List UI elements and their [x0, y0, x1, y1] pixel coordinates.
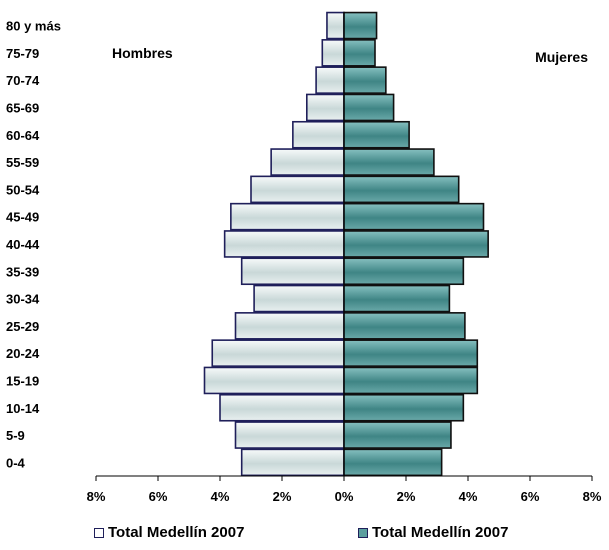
category-label: 10-14 [6, 401, 40, 416]
category-label: 25-29 [6, 319, 39, 334]
population-pyramid-chart: 0-4 5-9 10-14 15-19 20-24 25-29 30-34 35-39 40-4… [6, 11, 602, 504]
bar-right-0-4 [343, 448, 443, 477]
bar-left-0-4 [240, 448, 345, 477]
bar-right-25-29 [343, 312, 466, 340]
bar-right-10-14 [343, 393, 465, 422]
bar-left-45-49 [230, 202, 345, 231]
bar-right-35-39 [343, 257, 465, 286]
bar-left-30-34 [253, 284, 345, 313]
category-label: 15-19 [6, 373, 39, 388]
category-label: 50-54 [6, 182, 40, 197]
category-label: 45-49 [6, 210, 39, 225]
category-label: 75-79 [6, 46, 39, 61]
category-label: 55-59 [6, 155, 39, 170]
side-label-right: Mujeres [535, 49, 588, 65]
category-label: 80 y más [6, 19, 61, 34]
bar-right-55-59 [343, 148, 435, 176]
x-tick-label: 6% [521, 489, 540, 504]
bar-right-30-34 [343, 284, 451, 313]
legend-swatch-left [94, 527, 104, 538]
legend-label-right: Total Medellín 2007 [372, 524, 509, 541]
category-label: 5-9 [6, 428, 25, 443]
bar-left-65-69 [305, 93, 345, 122]
bar-left-40-44 [223, 230, 345, 258]
bar-right-70-74 [343, 66, 387, 94]
category-label: 60-64 [6, 128, 40, 143]
bar-right-50-54 [343, 175, 460, 204]
x-tick-label: 8% [583, 489, 602, 504]
bar-right-15-19 [343, 366, 479, 395]
category-label: 65-69 [6, 100, 39, 115]
category-label: 30-34 [6, 292, 40, 307]
bar-right-20-24 [343, 339, 479, 367]
x-tick-label: 8% [87, 489, 106, 504]
x-tick-label: 2% [397, 489, 416, 504]
bar-right-80-y-más [343, 11, 378, 40]
bar-left-5-9 [234, 421, 345, 449]
x-tick-label: 6% [149, 489, 168, 504]
category-label: 40-44 [6, 237, 40, 252]
bar-left-10-14 [219, 393, 345, 422]
x-tick-label: 4% [459, 489, 478, 504]
x-tick-label: 0% [335, 489, 354, 504]
side-label-left: Hombres [112, 45, 173, 61]
bar-right-60-64 [343, 120, 410, 149]
legend-item-left: Total Medellín 2007 [94, 524, 244, 541]
legend-swatch-right [358, 527, 368, 538]
x-tick-label: 4% [211, 489, 230, 504]
bar-right-65-69 [343, 93, 395, 122]
bar-right-40-44 [343, 230, 489, 258]
bar-left-55-59 [270, 148, 345, 176]
bar-left-35-39 [240, 257, 345, 286]
bar-left-50-54 [250, 175, 345, 204]
bar-right-5-9 [343, 421, 452, 449]
category-label: 70-74 [6, 73, 40, 88]
category-label: 35-39 [6, 264, 39, 279]
bar-right-45-49 [343, 202, 485, 231]
bar-left-75-79 [321, 39, 345, 67]
bar-left-25-29 [234, 312, 345, 340]
bar-right-75-79 [343, 39, 376, 67]
x-tick-label: 2% [273, 489, 292, 504]
bar-left-70-74 [315, 66, 345, 94]
legend-item-right: Total Medellín 2007 [358, 524, 508, 541]
bar-left-60-64 [292, 120, 345, 149]
bar-left-80-y-más [326, 11, 345, 40]
bar-left-20-24 [211, 339, 345, 367]
category-label: 0-4 [6, 455, 26, 470]
legend-label-left: Total Medellín 2007 [108, 524, 245, 541]
category-label: 20-24 [6, 346, 40, 361]
bar-left-15-19 [203, 366, 345, 395]
